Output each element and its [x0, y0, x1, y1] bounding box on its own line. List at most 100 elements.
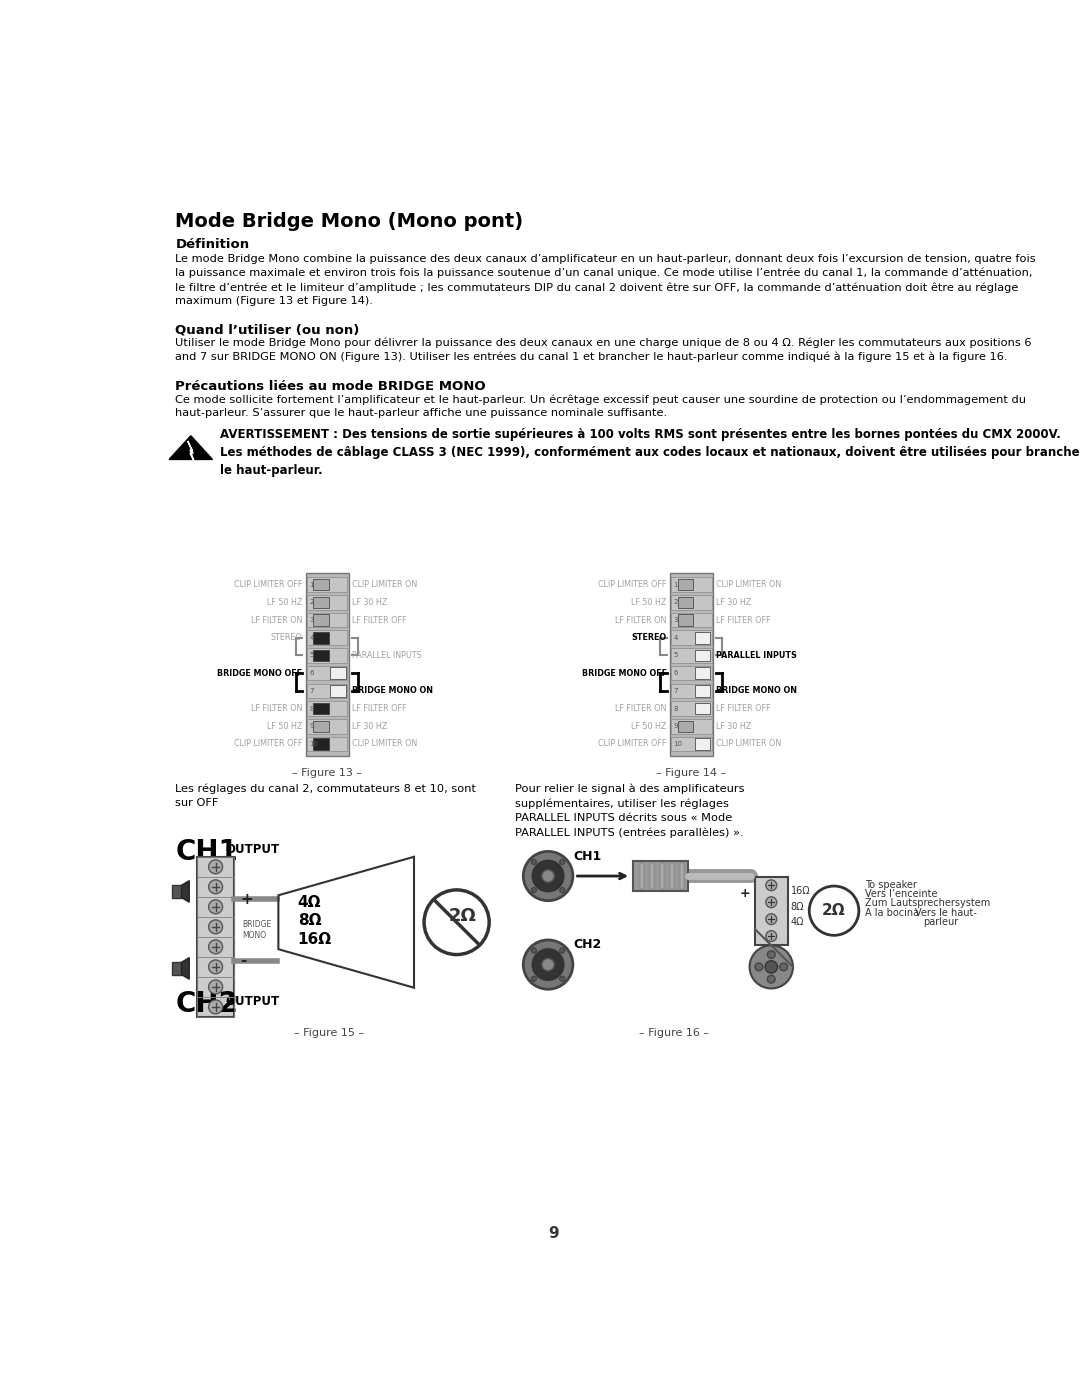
Bar: [307, 648, 348, 662]
Text: parleur: parleur: [923, 916, 958, 926]
Text: LF 50 HZ: LF 50 HZ: [267, 722, 302, 731]
Text: Précautions liées au mode BRIDGE MONO: Précautions liées au mode BRIDGE MONO: [175, 380, 486, 393]
Text: BRIDGE MONO ON: BRIDGE MONO ON: [352, 686, 433, 696]
Bar: [306, 573, 349, 756]
Bar: [313, 578, 328, 591]
Bar: [694, 668, 710, 679]
Text: +: +: [241, 891, 253, 907]
Bar: [672, 648, 712, 662]
Text: BRIDGE MONO ON: BRIDGE MONO ON: [716, 686, 797, 696]
Bar: [307, 719, 348, 733]
Circle shape: [542, 958, 554, 971]
Text: 4Ω: 4Ω: [298, 894, 321, 909]
Bar: [197, 856, 234, 877]
Bar: [307, 666, 348, 680]
Circle shape: [208, 861, 222, 873]
Text: Utiliser le mode Bridge Mono pour délivrer la puissance des deux canaux en une c: Utiliser le mode Bridge Mono pour délivr…: [175, 337, 1031, 362]
Bar: [672, 577, 712, 592]
Circle shape: [208, 880, 222, 894]
Bar: [313, 631, 328, 644]
Text: Pour relier le signal à des amplificateurs
supplémentaires, utiliser les réglage: Pour relier le signal à des amplificateu…: [515, 784, 744, 838]
Text: PARALLEL INPUTS: PARALLEL INPUTS: [716, 651, 797, 659]
Text: 10: 10: [309, 740, 319, 747]
Bar: [672, 630, 712, 645]
Text: +: +: [740, 887, 751, 900]
Bar: [694, 650, 710, 661]
Bar: [313, 615, 328, 626]
Circle shape: [208, 921, 222, 933]
Bar: [672, 595, 712, 609]
Bar: [677, 615, 693, 626]
Circle shape: [768, 975, 775, 983]
Text: Mode Bridge Mono (Mono pont): Mode Bridge Mono (Mono pont): [175, 212, 524, 232]
Circle shape: [765, 961, 778, 974]
Circle shape: [766, 914, 777, 925]
Text: 8Ω: 8Ω: [298, 914, 321, 928]
Circle shape: [524, 851, 572, 901]
Circle shape: [524, 940, 572, 989]
Bar: [307, 683, 348, 698]
Bar: [172, 963, 181, 975]
Bar: [755, 877, 787, 944]
Text: To speaker: To speaker: [865, 880, 917, 890]
Circle shape: [208, 1000, 222, 1014]
Text: Le mode Bridge Mono combine la puissance des deux canaux d’amplificateur en un h: Le mode Bridge Mono combine la puissance…: [175, 254, 1036, 306]
Text: CLIP LIMITER OFF: CLIP LIMITER OFF: [598, 739, 666, 749]
Bar: [307, 630, 348, 645]
Circle shape: [766, 897, 777, 908]
Text: CLIP LIMITER ON: CLIP LIMITER ON: [716, 739, 782, 749]
Bar: [672, 666, 712, 680]
Circle shape: [531, 947, 537, 953]
Text: Zum Lautsprechersystem: Zum Lautsprechersystem: [865, 898, 990, 908]
Text: LF FILTER OFF: LF FILTER OFF: [716, 704, 771, 712]
Text: LF FILTER ON: LF FILTER ON: [251, 616, 302, 624]
Text: 6: 6: [674, 671, 678, 676]
Bar: [677, 721, 693, 732]
Text: 16Ω: 16Ω: [298, 932, 332, 947]
Text: 2: 2: [309, 599, 314, 605]
Text: Ce mode sollicite fortement l’amplificateur et le haut-parleur. Un écrêtage exce: Ce mode sollicite fortement l’amplificat…: [175, 394, 1026, 418]
Bar: [307, 595, 348, 609]
Text: OUTPUT: OUTPUT: [225, 996, 279, 1009]
Bar: [197, 856, 234, 1017]
Text: AVERTISSEMENT : Des tensions de sortie supérieures à 100 volts RMS sont présente: AVERTISSEMENT : Des tensions de sortie s…: [220, 427, 1080, 476]
Circle shape: [532, 949, 564, 979]
Circle shape: [750, 946, 793, 989]
Bar: [670, 863, 674, 888]
Text: CLIP LIMITER ON: CLIP LIMITER ON: [352, 739, 417, 749]
Bar: [639, 863, 644, 888]
Text: 9: 9: [309, 724, 314, 729]
Text: LF 30 HZ: LF 30 HZ: [352, 722, 388, 731]
Circle shape: [809, 886, 859, 936]
Bar: [307, 613, 348, 627]
Text: CH2: CH2: [572, 937, 602, 950]
Text: 8: 8: [309, 705, 314, 711]
Bar: [313, 650, 328, 661]
Text: LF 30 HZ: LF 30 HZ: [716, 722, 752, 731]
Circle shape: [780, 963, 787, 971]
Circle shape: [768, 951, 775, 958]
Circle shape: [542, 870, 554, 882]
Bar: [660, 863, 664, 888]
Bar: [313, 703, 328, 714]
Text: LF FILTER OFF: LF FILTER OFF: [352, 616, 406, 624]
Bar: [672, 701, 712, 715]
Bar: [633, 862, 688, 891]
Circle shape: [208, 940, 222, 954]
Text: 5: 5: [309, 652, 314, 658]
Text: 16Ω: 16Ω: [791, 887, 810, 897]
Circle shape: [208, 960, 222, 974]
Text: 8: 8: [674, 705, 678, 711]
Text: BRIDGE
MONO: BRIDGE MONO: [242, 921, 271, 940]
Text: 4: 4: [674, 634, 678, 641]
Text: CLIP LIMITER OFF: CLIP LIMITER OFF: [234, 739, 302, 749]
Circle shape: [208, 900, 222, 914]
Text: 4Ω: 4Ω: [791, 918, 805, 928]
Bar: [313, 721, 328, 732]
Text: LF FILTER ON: LF FILTER ON: [616, 704, 666, 712]
Bar: [677, 578, 693, 591]
Circle shape: [559, 977, 565, 982]
Bar: [694, 631, 710, 644]
Polygon shape: [188, 441, 194, 462]
Text: A la bocina: A la bocina: [865, 908, 919, 918]
